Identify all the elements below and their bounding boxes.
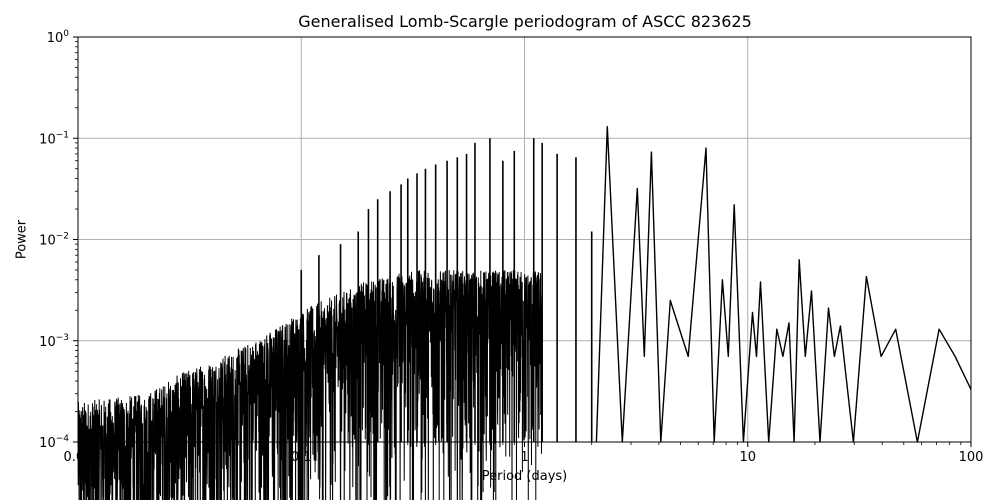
x-tick-labels: 0.01 0.1 1 10 100 [64, 450, 984, 465]
y-tick-labels: 100 10−1 10−2 10−3 10−4 [39, 29, 69, 451]
y-tick-label: 100 [47, 29, 70, 46]
x-tick-label: 0.01 [64, 450, 93, 465]
y-tick-label: 10−4 [39, 434, 69, 451]
x-tick-label: 0.1 [291, 450, 312, 465]
x-tick-label: 10 [739, 450, 756, 465]
y-tick-label: 10−1 [39, 130, 69, 147]
power-curve [77, 126, 972, 500]
x-tick-label: 100 [959, 450, 984, 465]
y-tick-label: 10−3 [39, 333, 69, 350]
x-axis-label: Period (days) [481, 469, 568, 484]
x-tick-label: 1 [520, 450, 528, 465]
axis-ticks [73, 36, 972, 447]
y-tick-label: 10−2 [39, 232, 69, 249]
chart-title: Generalised Lomb-Scargle periodogram of … [298, 12, 752, 31]
